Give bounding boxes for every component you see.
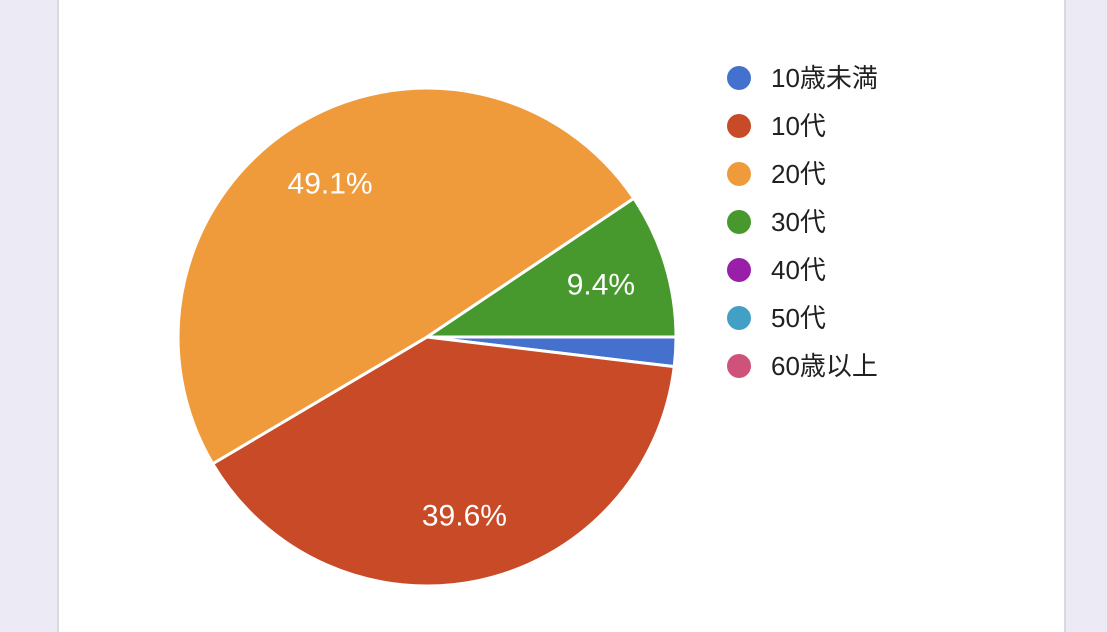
legend-item: 40代 [727,246,878,294]
pie-slice-label: 49.1% [288,168,373,201]
legend-label: 10歳未満 [771,63,878,93]
legend-item: 10歳未満 [727,54,878,102]
legend-swatch-icon [727,210,751,234]
pie-slice-label: 39.6% [422,499,507,532]
legend-label: 20代 [771,159,826,189]
legend-item: 50代 [727,294,878,342]
pie-slice-20代[interactable] [176,86,636,466]
pie-slice-10代[interactable] [211,335,676,588]
legend-swatch-icon [727,162,751,186]
legend-label: 50代 [771,303,826,333]
pie-chart: 39.6% 49.1% 9.4% [176,86,678,588]
pie-slice-label: 9.4% [567,269,635,302]
legend-swatch-icon [727,354,751,378]
legend-item: 30代 [727,198,878,246]
legend-label: 60歳以上 [771,351,878,381]
legend-label: 10代 [771,111,826,141]
legend-swatch-icon [727,306,751,330]
pie-slice-30代[interactable] [425,196,678,339]
chart-card: 39.6% 49.1% 9.4% 10歳未満 10代 20代 30代 [57,0,1066,632]
legend-label: 30代 [771,207,826,237]
legend-swatch-icon [727,114,751,138]
chart-legend: 10歳未満 10代 20代 30代 40代 [727,54,878,390]
legend-item: 20代 [727,150,878,198]
legend-swatch-icon [727,66,751,90]
legend-item: 10代 [727,102,878,150]
legend-swatch-icon [727,258,751,282]
legend-label: 40代 [771,255,826,285]
legend-item: 60歳以上 [727,342,878,390]
